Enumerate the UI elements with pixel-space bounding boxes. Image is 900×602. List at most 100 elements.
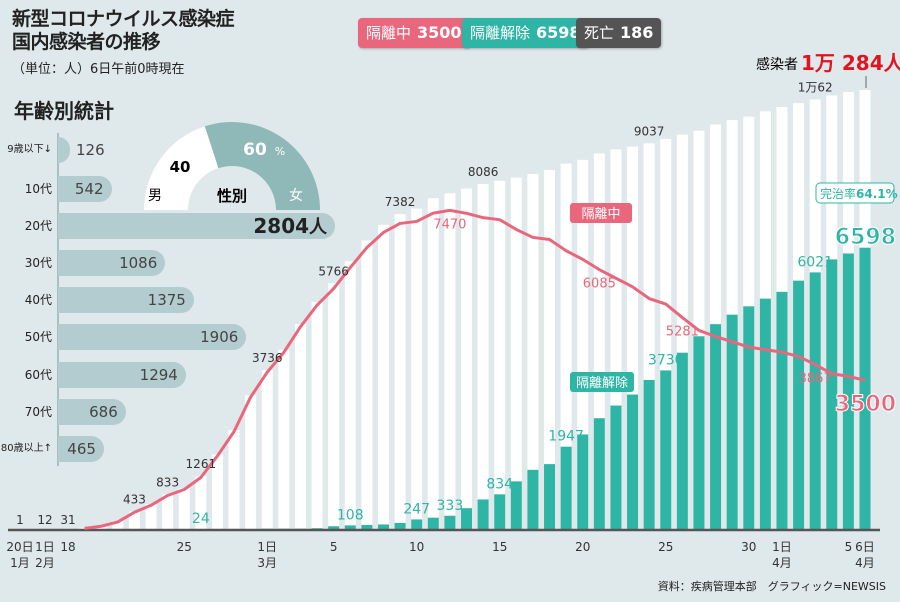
released-bar — [759, 298, 771, 530]
age-label: 50代 — [24, 330, 52, 344]
released-label: 3730 — [648, 352, 684, 368]
confirmed-label: 5766 — [318, 264, 349, 278]
isolated-line — [84, 208, 866, 530]
released-label: 24 — [192, 511, 210, 527]
released-bar — [610, 405, 622, 530]
confirmed-bar — [494, 180, 506, 530]
age-label: 30代 — [24, 256, 52, 270]
isolated-tag-bg — [570, 203, 632, 223]
x-tick-label: 4月 — [855, 556, 875, 570]
released-bar — [444, 515, 456, 530]
age-bar: 686 — [58, 399, 126, 425]
confirmed-bar — [195, 476, 207, 530]
confirmed-bar — [278, 349, 290, 530]
confirmed-label: 433 — [123, 492, 146, 506]
confirmed-bar — [261, 370, 273, 530]
x-tick-label: 10 — [409, 540, 424, 554]
age-label: 20代 — [24, 219, 52, 233]
released-bar — [743, 306, 755, 530]
last-released-value: 6598 — [835, 225, 896, 250]
isolated-label: 6085 — [583, 277, 616, 292]
confirmed-label: 3736 — [252, 351, 283, 365]
age-bar: 2804人 — [58, 213, 336, 239]
pill-value: 3500 — [417, 23, 462, 42]
released-bar — [577, 434, 589, 530]
age-bar: 126 — [58, 137, 105, 163]
confirmed-bar — [228, 430, 240, 530]
x-tick-label: 2月 — [35, 556, 55, 570]
isolated-label: 7470 — [433, 217, 466, 232]
confirmed-bar — [344, 261, 356, 530]
age-unit: 人 — [309, 217, 328, 238]
released-label: 6021 — [797, 254, 833, 270]
x-tick-label: 5 — [330, 540, 338, 554]
confirmed-label: 31 — [60, 513, 75, 527]
released-bar — [394, 522, 406, 530]
released-bar — [726, 314, 738, 530]
age-label: 10代 — [24, 182, 52, 196]
total-label: 感染者 — [756, 56, 798, 73]
confirmed-bar — [394, 214, 406, 530]
released-bar — [859, 247, 871, 530]
released-bar — [361, 524, 373, 530]
confirmed-bar — [660, 139, 672, 531]
confirmed-bar — [593, 153, 605, 530]
pill-label: 死亡 — [584, 24, 615, 42]
confirmed-bar — [610, 149, 622, 531]
released-label: 834 — [486, 476, 513, 492]
x-tick-label: 1月 — [10, 556, 30, 570]
age-label: 60代 — [24, 368, 52, 382]
gender-center-label: 性別 — [217, 187, 247, 205]
released-bar — [510, 481, 522, 530]
released-tag: 隔離解除 — [576, 376, 628, 391]
confirmed-bar — [461, 188, 472, 531]
released-bar — [593, 418, 605, 530]
percent-sign: % — [275, 145, 285, 158]
released-bar — [627, 394, 639, 530]
released-bar — [842, 253, 854, 530]
released-label: 1947 — [548, 429, 584, 445]
confirmed-bar — [527, 174, 539, 531]
female-label: 女 — [289, 187, 303, 204]
released-bar — [494, 494, 506, 530]
confirmed-bar — [676, 134, 688, 530]
credit: 資料：疾病管理本部 グラフィック=NEWSIS — [657, 580, 886, 593]
age-bar: 1906 — [58, 324, 247, 350]
released-bar — [527, 469, 539, 530]
x-tick-label: 20 — [575, 540, 590, 554]
x-tick-label: 18 — [60, 540, 75, 554]
gender-male-segment — [144, 126, 219, 210]
confirmed-bar — [361, 240, 373, 530]
recovery-rate-value: 64.1% — [856, 187, 898, 201]
confirmed-bar — [510, 177, 522, 531]
confirmed-bar — [544, 170, 556, 530]
confirmed-label: 9037 — [634, 124, 665, 138]
x-tick-label: 15 — [492, 540, 507, 554]
confirmed-label: 12 — [37, 513, 52, 527]
pill-label: 隔離解除 — [470, 24, 531, 42]
last-isolated-value: 3500 — [835, 392, 896, 417]
released-bar — [710, 324, 722, 530]
x-tick-label: 1日 — [257, 540, 277, 554]
confirmed-label: 833 — [156, 475, 179, 489]
subtitle: （単位：人）6日午前0時現在 — [12, 62, 185, 77]
released-bar — [660, 370, 672, 530]
released-bar — [809, 272, 821, 530]
age-value: 126 — [76, 141, 105, 159]
released-bar — [411, 519, 423, 530]
page-title: 新型コロナウイルス感染症 国内感染者の推移 — [12, 8, 235, 54]
isolated-tag: 隔離中 — [581, 207, 620, 222]
confirmed-bar — [178, 488, 190, 530]
released-bar — [544, 464, 556, 530]
age-bar: 542 — [58, 176, 112, 202]
pill-label: 隔離中 — [366, 24, 412, 42]
confirmed-label: 8086 — [468, 165, 499, 179]
confirmed-bar — [128, 511, 140, 530]
confirmed-bar — [477, 184, 489, 530]
released-bar — [328, 526, 340, 530]
confirmed-bar — [444, 193, 456, 530]
x-tick-label: 1日 — [772, 540, 792, 554]
isolated-pill: 隔離中 3500 — [358, 18, 470, 48]
title-line-1: 新型コロナウイルス感染症 — [12, 8, 235, 30]
